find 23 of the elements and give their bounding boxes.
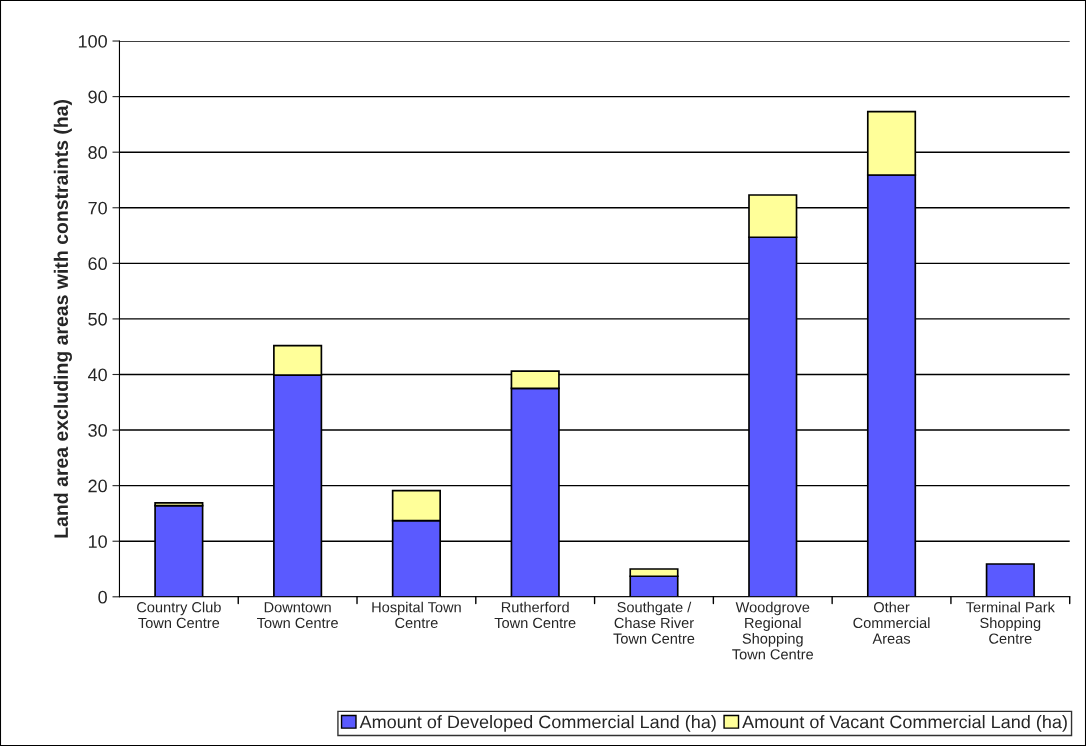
y-tick-label: 40 <box>87 368 107 382</box>
y-tick-label: 100 <box>78 34 107 48</box>
x-tick-label: Rutherford Town Centre <box>494 601 576 629</box>
y-tick-label: 60 <box>88 257 107 271</box>
y-tick-label: 10 <box>88 535 107 548</box>
x-tick-label: Woodgrove Regional Shopping Town Centre <box>732 601 814 660</box>
legend-label: Amount of Developed Commercial Land (ha) <box>359 715 716 732</box>
y-tick-label: 50 <box>88 312 107 326</box>
x-tick-label: Downtown Town Centre <box>257 602 338 629</box>
y-tick-label: 90 <box>88 90 107 104</box>
bar <box>985 563 1035 597</box>
legend-label: Amount of Vacant Commercial Land (ha) <box>742 715 1067 732</box>
y-tick-label: 80 <box>88 146 107 159</box>
x-tick-label: Country Club Town Centre <box>137 601 221 629</box>
y-tick-label: 20 <box>88 479 107 493</box>
x-tick-label: Terminal Park Shopping Centre <box>966 601 1055 644</box>
x-tick-label: Hospital Town Centre <box>372 601 461 629</box>
y-tick-label: 30 <box>88 424 107 437</box>
y-axis-title: Land area excluding areas with constraints (ha) <box>53 99 72 538</box>
x-tick-label: Southgate / Chase River Town Centre <box>613 601 695 644</box>
y-tick-label: 0 <box>98 590 107 604</box>
x-tick-label: Other Commercial Areas <box>853 601 930 644</box>
y-tick-label: 70 <box>88 201 107 215</box>
